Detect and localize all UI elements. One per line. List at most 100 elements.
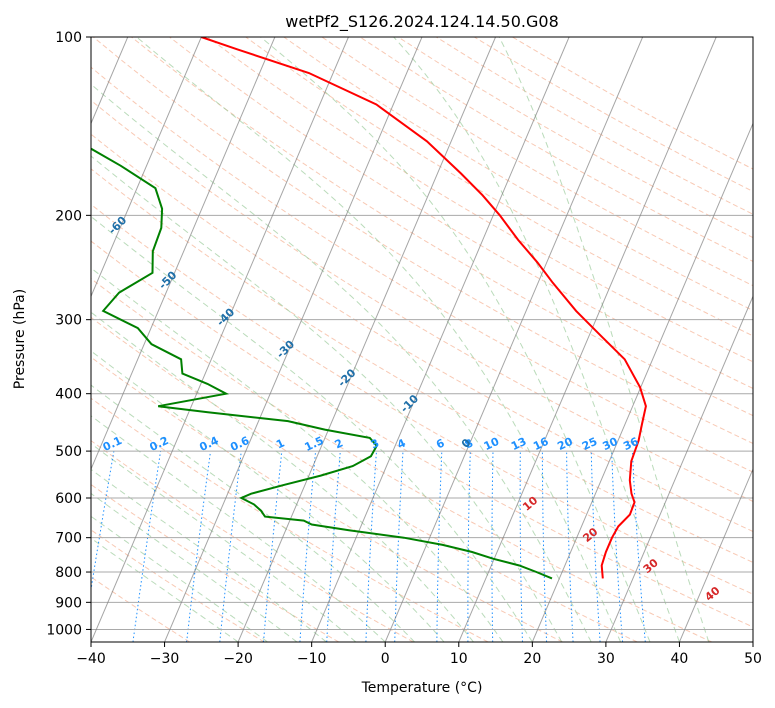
plot-area: 0.10.20.40.611.52346810131620253036-100-… xyxy=(0,37,753,642)
moist-adiabat-line xyxy=(498,37,710,642)
mixing-ratio-line xyxy=(566,451,574,642)
dry-adiabat-line xyxy=(131,37,753,417)
mixing-ratio-line xyxy=(91,451,115,593)
moist-adiabat-line xyxy=(91,537,239,642)
dry-adiabat-line xyxy=(512,37,753,170)
mixing-ratio-label: 13 xyxy=(509,435,528,453)
isotherm-line xyxy=(91,37,276,471)
mixing-ratio-line xyxy=(436,451,443,642)
moist-adiabat-line xyxy=(91,267,504,642)
x-tick-label: −20 xyxy=(223,651,253,667)
moist-adiabat-line xyxy=(91,155,563,642)
mixing-ratio-label: 6 xyxy=(434,436,447,451)
dry-adiabat-line xyxy=(91,168,753,563)
mixing-ratio-label: 20 xyxy=(555,435,575,453)
isotherm-line xyxy=(237,37,497,642)
dry-adiabat-line xyxy=(91,240,753,628)
moist-adiabat-line xyxy=(260,37,651,642)
y-tick-label: 200 xyxy=(55,208,82,224)
dry-adiabat-label: -10 xyxy=(398,392,421,415)
x-tick-label: 10 xyxy=(450,651,468,667)
mixing-ratio-label: 25 xyxy=(580,435,599,453)
mixing-ratio-label: 36 xyxy=(621,435,641,453)
x-tick-label: −10 xyxy=(297,651,327,667)
moist-adiabat-line xyxy=(91,415,386,642)
mixing-ratio-line xyxy=(186,451,211,642)
dry-adiabat-line xyxy=(91,440,414,642)
dry-adiabat-line xyxy=(91,278,713,642)
mixing-ratio-line xyxy=(263,451,283,642)
isotherm-line xyxy=(164,37,423,642)
isotherm-line xyxy=(605,295,753,642)
x-tick-label: 40 xyxy=(671,651,689,667)
dry-adiabat-label: -20 xyxy=(335,366,358,389)
moist-adiabats xyxy=(91,37,710,642)
y-tick-label: 100 xyxy=(55,30,82,46)
y-axis: 100 200 300 400 500 600 700 800 900 1000 xyxy=(46,30,91,638)
dry-adiabat-line xyxy=(91,133,753,533)
moist-adiabat-line xyxy=(91,468,327,642)
data-series xyxy=(91,37,647,580)
y-tick-label: 300 xyxy=(55,313,82,329)
x-tick-label: 30 xyxy=(597,651,615,667)
dry-adiabat-label: -80 xyxy=(0,127,19,150)
x-tick-label: −30 xyxy=(150,651,180,667)
mixing-ratio-line xyxy=(590,451,601,642)
moist-adiabat-line xyxy=(91,443,357,642)
moist-adiabat-label: 20 xyxy=(580,525,600,545)
isotherm-line xyxy=(458,37,717,642)
isotherm-line xyxy=(752,640,753,642)
y-tick-label: 500 xyxy=(55,444,82,460)
mixing-ratio-label: 3 xyxy=(369,436,381,451)
isotherm-line xyxy=(91,37,349,642)
dry-adiabat-line xyxy=(91,203,753,595)
dry-adiabat-line xyxy=(91,529,265,642)
moist-adiabat-line xyxy=(393,37,680,642)
mixing-ratio-line xyxy=(365,451,377,642)
moist-adiabat-label: 40 xyxy=(703,584,723,604)
mixing-ratio-line xyxy=(299,451,317,642)
moist-adiabat-label: 30 xyxy=(641,556,661,576)
dry-adiabat-line xyxy=(91,397,489,642)
isotherm-line xyxy=(311,37,570,642)
dry-adiabat-line xyxy=(91,576,190,642)
moist-adiabat-line xyxy=(91,492,298,642)
mixing-ratio-label: 1 xyxy=(274,436,286,451)
chart-title: wetPf2_S126.2024.124.14.50.G08 xyxy=(285,12,559,32)
dry-adiabat-line xyxy=(359,37,753,263)
plot-frame xyxy=(90,36,754,643)
isotherm-line xyxy=(91,37,202,298)
y-tick-label: 1000 xyxy=(46,622,82,638)
isotherms xyxy=(91,37,753,642)
dry-adiabat-label: -50 xyxy=(156,268,179,291)
dry-adiabat-line xyxy=(207,37,753,363)
dry-adiabat-label: -60 xyxy=(106,214,129,237)
mixing-ratio-line xyxy=(219,451,242,642)
dry-adiabat-label: -30 xyxy=(274,338,297,361)
mixing-ratio-label: 4 xyxy=(395,436,408,451)
dry-adiabat-line xyxy=(91,356,563,642)
y-tick-label: 700 xyxy=(55,531,82,547)
dry-adiabat-line xyxy=(169,37,753,389)
dry-adiabat-line xyxy=(91,483,340,642)
dry-adiabat-line xyxy=(92,37,753,445)
mixing-ratio-lines xyxy=(91,451,646,642)
mixing-ratio-label: 10 xyxy=(482,435,502,453)
mixing-ratio-label: 16 xyxy=(531,435,551,453)
x-tick-label: 0 xyxy=(381,651,390,667)
isotherm-line xyxy=(678,467,753,642)
dry-adiabat-line xyxy=(91,316,638,642)
moist-adiabat-label: 10 xyxy=(520,494,540,514)
isotherm-line xyxy=(384,37,644,642)
x-axis-title: Temperature (°C) xyxy=(361,680,483,696)
y-tick-label: 900 xyxy=(55,595,82,611)
dry-adiabats xyxy=(91,37,753,642)
y-axis-title: Pressure (hPa) xyxy=(12,289,28,389)
mixing-ratio-line xyxy=(491,451,494,642)
x-tick-label: −40 xyxy=(76,651,106,667)
dry-adiabat-label: -70 xyxy=(52,167,75,190)
mixing-ratio-line xyxy=(467,451,471,642)
y-tick-label: 800 xyxy=(55,565,82,581)
isotherm-line xyxy=(531,122,753,642)
